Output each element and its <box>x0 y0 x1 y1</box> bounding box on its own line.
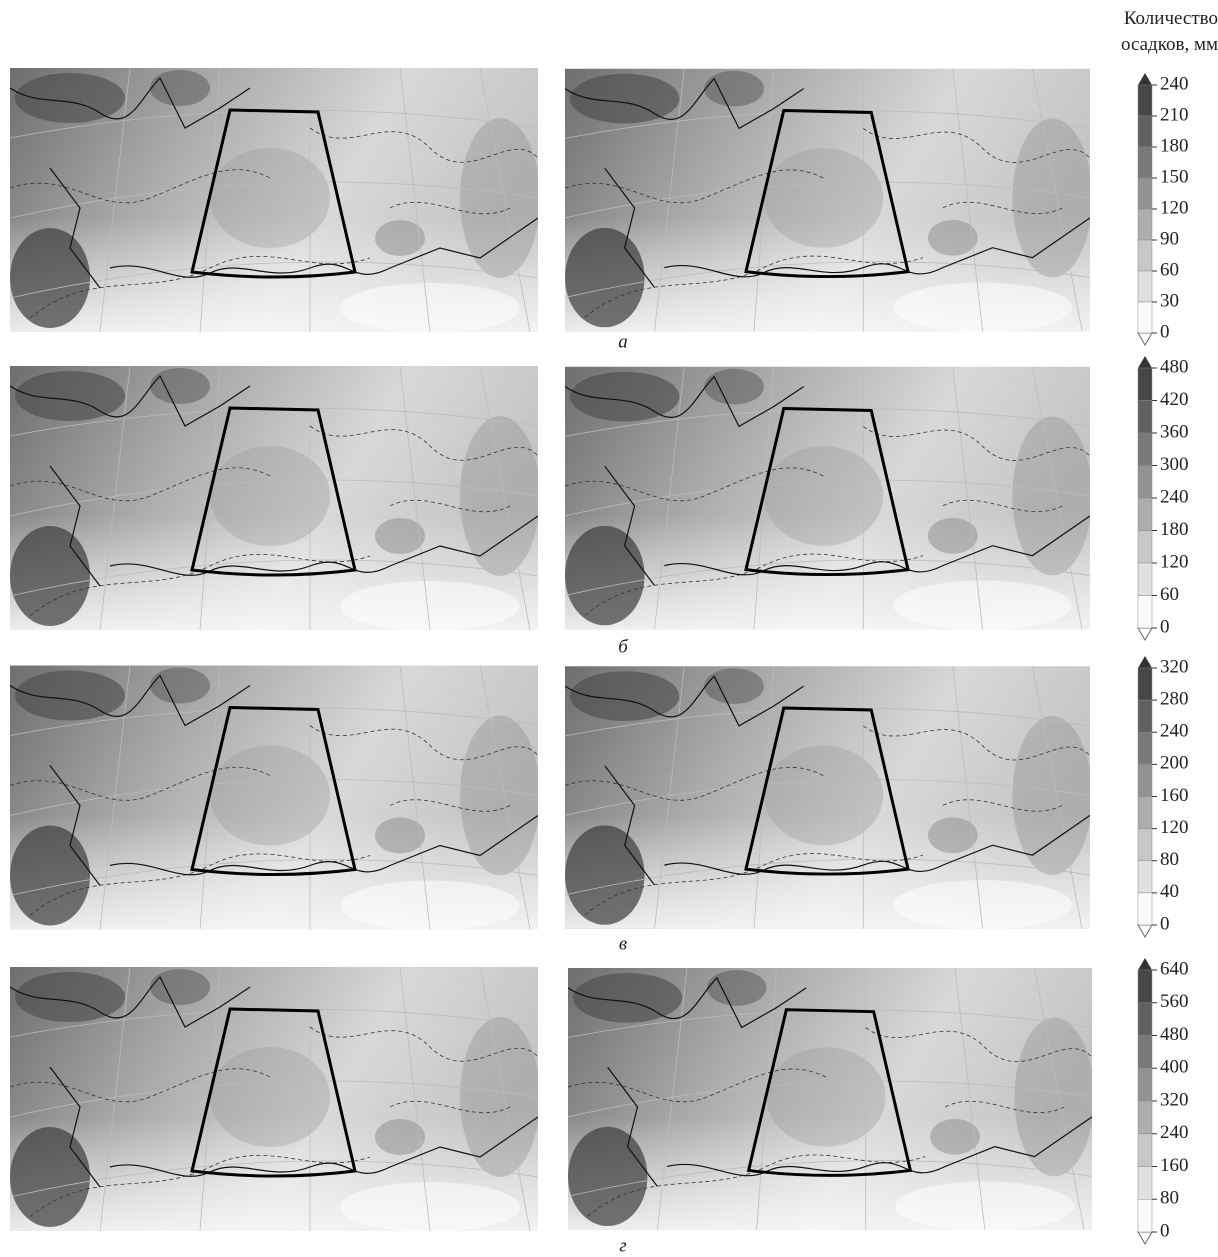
colorbar-segment <box>1138 433 1152 466</box>
colorbar-tick-label: 80 <box>1160 1188 1179 1209</box>
colorbar-tick-label: 240 <box>1160 721 1189 742</box>
maps: а2402101801501209060300б4804203603002401… <box>0 0 1218 1257</box>
colorbar-tick-label: 320 <box>1160 1089 1189 1110</box>
colorbar-segment <box>1138 147 1152 178</box>
colorbar-tick-label: 150 <box>1160 166 1189 187</box>
colorbar-tick-label: 0 <box>1160 913 1170 934</box>
colorbar-tick-label: 80 <box>1160 849 1179 870</box>
colorbar-segment <box>1138 401 1152 434</box>
colorbar-segment <box>1138 970 1152 1003</box>
colorbar-tick-label: 0 <box>1160 321 1170 342</box>
legend-title: Количество осадков, мм <box>1090 6 1218 58</box>
colorbar-segment <box>1138 368 1152 401</box>
colorbar-extend <box>1138 958 1152 970</box>
colorbar-tick-label: 280 <box>1160 688 1189 709</box>
colorbar-tick-label: 400 <box>1160 1057 1189 1078</box>
colorbar-segment <box>1138 1101 1152 1134</box>
colorbar-tick-label: 40 <box>1160 881 1179 902</box>
colorbar-tick-label: 240 <box>1160 73 1189 94</box>
colorbar-tick-label: 480 <box>1160 1024 1189 1045</box>
colorbar-segment <box>1138 764 1152 796</box>
colorbar-tick-label: 120 <box>1160 197 1189 218</box>
colorbar-tick-label: 60 <box>1160 259 1179 280</box>
map-panel <box>565 367 1092 630</box>
colorbar-tick-label: 240 <box>1160 486 1189 507</box>
colorbar-tick-label: 90 <box>1160 228 1179 249</box>
colorbar-segment <box>1138 1199 1152 1232</box>
colorbar-segment <box>1138 700 1152 732</box>
colorbar-tick-label: 120 <box>1160 817 1189 838</box>
colorbar-segment <box>1138 829 1152 861</box>
colorbar-tick-label: 300 <box>1160 454 1189 475</box>
colorbar-tick-label: 180 <box>1160 519 1189 540</box>
colorbar-tick-label: 420 <box>1160 389 1189 410</box>
colorbar-extend <box>1138 73 1152 85</box>
colorbar-segment <box>1138 596 1152 629</box>
map-panel <box>10 366 540 631</box>
colorbar-extend <box>1138 1232 1152 1244</box>
map-panel <box>10 666 540 931</box>
colorbar-tick-label: 210 <box>1160 104 1189 125</box>
colorbar-tick-label: 0 <box>1160 1220 1170 1241</box>
panel-label: б <box>618 636 629 657</box>
colorbar-segment <box>1138 531 1152 564</box>
colorbar-extend <box>1138 628 1152 640</box>
map-panel <box>10 967 540 1232</box>
colorbar-segment <box>1138 893 1152 925</box>
colorbar-extend <box>1138 356 1152 368</box>
colorbar-segment <box>1138 116 1152 147</box>
colorbar-segment <box>1138 209 1152 240</box>
colorbar-extend <box>1138 925 1152 937</box>
colorbar-segment <box>1138 563 1152 596</box>
colorbar-tick-label: 60 <box>1160 584 1179 605</box>
colorbar-segment <box>1138 1036 1152 1069</box>
map-panel <box>10 68 540 333</box>
colorbar-segment <box>1138 797 1152 829</box>
colorbar-segment <box>1138 240 1152 271</box>
colorbar-segment <box>1138 668 1152 700</box>
colorbar-segment <box>1138 466 1152 499</box>
colorbar-segment <box>1138 302 1152 333</box>
colorbar-tick-label: 240 <box>1160 1122 1189 1143</box>
colorbar-extend <box>1138 656 1152 668</box>
colorbar-extend <box>1138 333 1152 345</box>
colorbar-tick-label: 320 <box>1160 656 1189 677</box>
panel-label: а <box>618 331 628 352</box>
colorbar-tick-label: 200 <box>1160 753 1189 774</box>
map-panel <box>565 666 1092 929</box>
colorbar-segment <box>1138 85 1152 116</box>
colorbar-segment <box>1138 1167 1152 1200</box>
colorbar-tick-label: 640 <box>1160 958 1189 979</box>
colorbar-tick-label: 480 <box>1160 356 1189 377</box>
colorbar-segment <box>1138 861 1152 893</box>
colorbar-tick-label: 180 <box>1160 135 1189 156</box>
colorbar-tick-label: 160 <box>1160 785 1189 806</box>
colorbar-segment <box>1138 1003 1152 1036</box>
map-panel <box>565 69 1092 332</box>
colorbar-tick-label: 160 <box>1160 1155 1189 1176</box>
panel-label: в <box>619 933 627 954</box>
colorbar-segment <box>1138 271 1152 302</box>
map-panel <box>568 968 1094 1231</box>
panel-label: г <box>619 1235 626 1256</box>
colorbar-segment <box>1138 732 1152 764</box>
colorbar-segment <box>1138 1134 1152 1167</box>
colorbar-tick-label: 30 <box>1160 290 1179 311</box>
colorbar-tick-label: 560 <box>1160 991 1189 1012</box>
colorbar-tick-label: 360 <box>1160 421 1189 442</box>
colorbar-segment <box>1138 1068 1152 1101</box>
colorbar-segment <box>1138 498 1152 531</box>
colorbar-tick-label: 0 <box>1160 616 1170 637</box>
colorbar-tick-label: 120 <box>1160 551 1189 572</box>
colorbar-segment <box>1138 178 1152 209</box>
figure: Количество осадков, мм <box>0 0 1218 1257</box>
